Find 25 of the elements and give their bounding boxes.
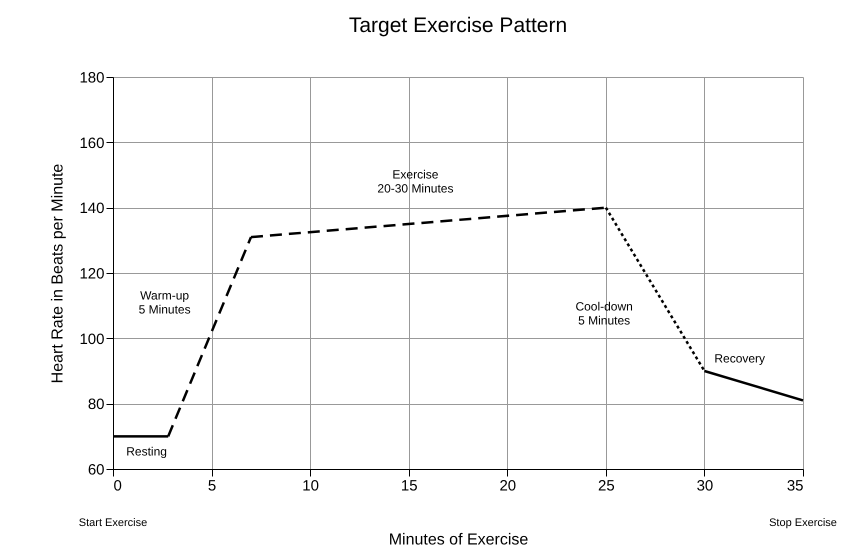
y-tick-label: 80 — [88, 396, 104, 414]
x-tick-label: 30 — [696, 478, 714, 494]
x-tick-label: 25 — [598, 478, 615, 494]
y-tick-label: 120 — [79, 266, 104, 282]
x-tick-label: 5 — [208, 478, 216, 494]
series-label: Resting — [126, 444, 167, 458]
x-tick-label: 35 — [786, 478, 804, 494]
x-tick-label: 20 — [499, 478, 516, 494]
x-axis-title: Minutes of Exercise — [388, 532, 528, 548]
text: Stop Exercise — [769, 517, 837, 529]
y-axis-title: Heart Rate in Beats per Minute — [49, 164, 66, 384]
y-tick-label: 140 — [79, 200, 104, 218]
chart-title: Target Exercise Pattern — [348, 14, 568, 37]
x-tick-label: 15 — [400, 478, 418, 494]
y-tick-label: 100 — [79, 330, 104, 348]
text: Warm-up 5 Minutes — [138, 288, 191, 317]
y-tick-label: 180 — [79, 70, 104, 86]
series-label: Recovery — [714, 352, 766, 366]
x-tick-label: 0 — [114, 478, 122, 494]
text: Cool-down 5 Minutes — [575, 299, 633, 328]
y-tick-label: 160 — [79, 134, 104, 152]
text: Exercise 20-30 Minutes — [377, 167, 454, 196]
x-tick-label: 10 — [302, 478, 319, 494]
text: Start Exercise — [78, 517, 148, 529]
y-tick-label: 60 — [88, 462, 104, 478]
